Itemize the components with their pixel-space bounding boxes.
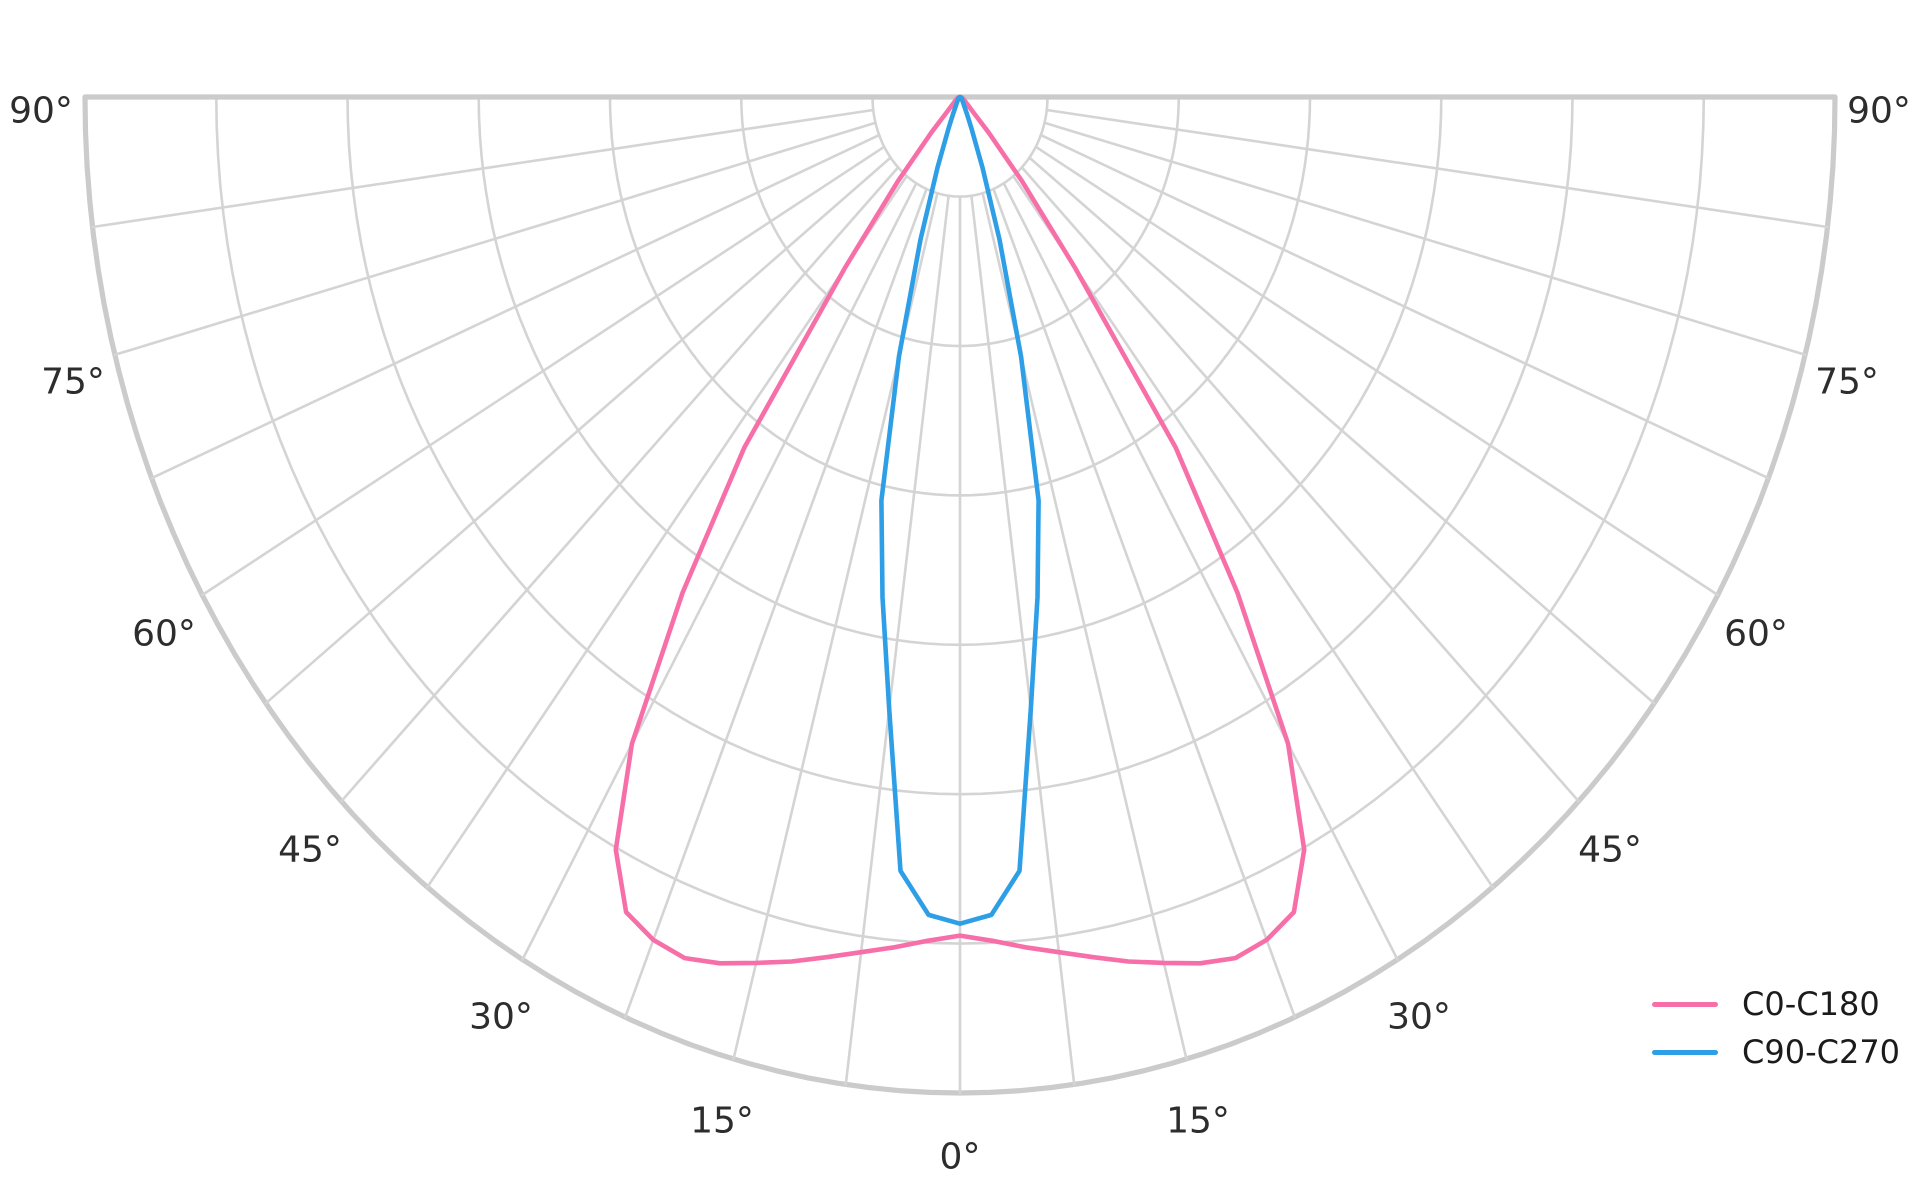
angle-tick-label-left-60: 60° bbox=[132, 613, 196, 655]
grid-spoke bbox=[1020, 166, 1580, 803]
angle-tick-label-right-90: 90° bbox=[1847, 90, 1911, 132]
curve-c90-c270 bbox=[879, 94, 1041, 926]
angle-tick-label-right-30: 30° bbox=[1387, 996, 1451, 1038]
legend-item-c90-c270: C90-C270 bbox=[1652, 1028, 1900, 1076]
legend-line-swatch-c0-c180 bbox=[1652, 1001, 1718, 1007]
grid-spoke bbox=[992, 187, 1297, 1019]
grid-spoke bbox=[150, 133, 881, 480]
curve-c0-c180 bbox=[613, 94, 1307, 966]
legend-line-swatch-c90-c270 bbox=[1652, 1049, 1718, 1055]
grid-spoke bbox=[426, 174, 908, 889]
grid-spoke bbox=[200, 145, 886, 597]
angle-tick-label-left-45: 45° bbox=[278, 829, 342, 871]
angle-tick-label-right-15: 15° bbox=[1166, 1100, 1230, 1142]
grid-spoke bbox=[1028, 156, 1656, 705]
grid-spoke bbox=[970, 194, 1076, 1086]
grid-spoke bbox=[264, 156, 892, 705]
legend-label-c0-c180: C0-C180 bbox=[1742, 985, 1880, 1023]
grid-spoke bbox=[113, 121, 877, 357]
grid-spoke bbox=[521, 182, 918, 961]
angle-tick-label-left-15: 15° bbox=[690, 1100, 754, 1142]
grid-spoke bbox=[1043, 121, 1807, 357]
grid-spoke bbox=[1012, 174, 1494, 889]
legend-item-c0-c180: C0-C180 bbox=[1652, 980, 1900, 1028]
grid-spoke bbox=[1045, 108, 1829, 229]
grid-spoke bbox=[844, 194, 950, 1086]
grid-spoke bbox=[91, 108, 875, 229]
angle-tick-label-left-90: 90° bbox=[9, 90, 73, 132]
legend-label-c90-c270: C90-C270 bbox=[1742, 1033, 1901, 1071]
grid-spoke bbox=[340, 166, 900, 803]
angle-tick-label-left-30: 30° bbox=[469, 996, 533, 1038]
angle-tick-label-right-75: 75° bbox=[1815, 361, 1879, 403]
angle-tick-label-left-75: 75° bbox=[41, 361, 105, 403]
grid-spoke bbox=[1039, 133, 1770, 480]
legend: C0-C180 C90-C270 bbox=[1652, 980, 1900, 1076]
grid-spoke bbox=[1034, 145, 1720, 597]
angle-tick-label-right-60: 60° bbox=[1724, 613, 1788, 655]
grid-spoke bbox=[1002, 182, 1399, 961]
grid-spoke bbox=[623, 187, 928, 1019]
angle-tick-label-center-0: 0° bbox=[939, 1136, 981, 1177]
angle-tick-label-right-45: 45° bbox=[1578, 829, 1642, 871]
